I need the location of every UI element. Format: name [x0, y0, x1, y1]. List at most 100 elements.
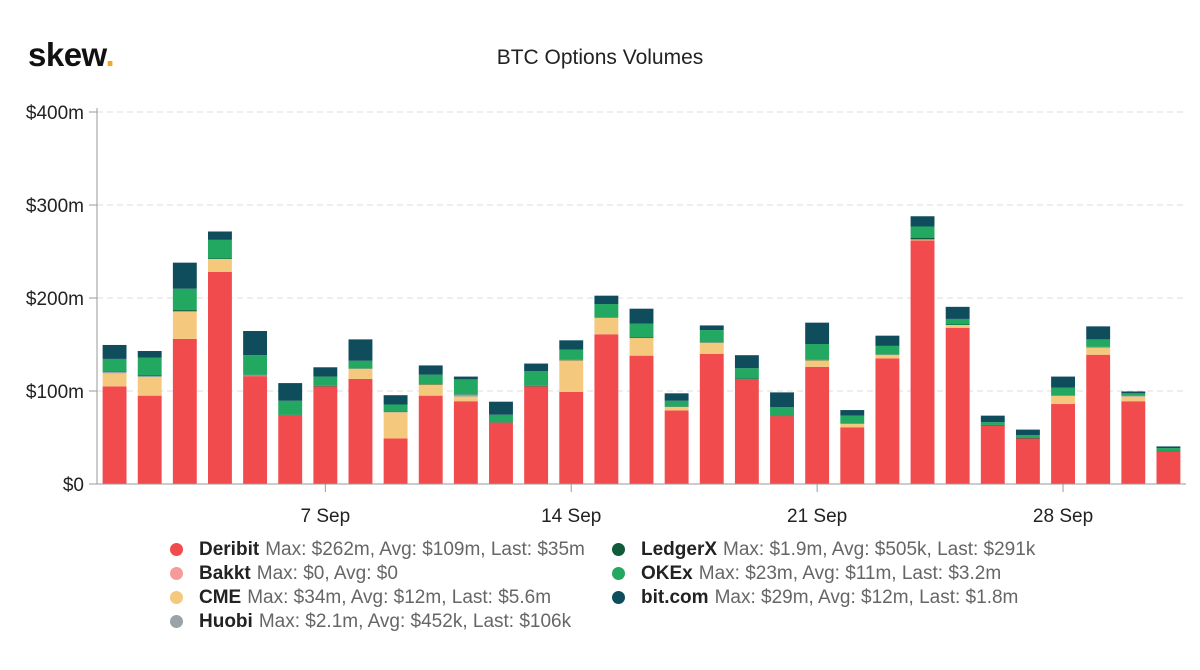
bar-segment-cme: [945, 324, 970, 328]
bar-segment-deribit: [1156, 451, 1181, 484]
bar-segment-ledgerx: [805, 359, 830, 361]
bar-segment-bit-com: [524, 363, 549, 372]
bar-segment-okex: [418, 374, 443, 385]
bar-segment-okex: [559, 349, 584, 360]
legend-series-stats: Max: $1.9m, Avg: $505k, Last: $291k: [723, 539, 1036, 560]
bar-segment-ledgerx: [489, 422, 513, 423]
legend-series-name: Deribit: [199, 539, 260, 560]
bar-segment-cme: [102, 373, 127, 387]
bar-segment-huobi: [137, 376, 162, 378]
y-tick-label: $200m: [26, 289, 84, 310]
bar-segment-deribit: [1121, 401, 1146, 484]
y-tick-label: $0: [63, 475, 84, 496]
legend-series-name: CME: [199, 587, 242, 608]
bar-segment-bit-com: [910, 216, 935, 227]
bar-segment-bit-com: [1121, 391, 1146, 394]
bar-segment-ledgerx: [524, 385, 549, 387]
legend-item-okex[interactable]: OKEx Max: $23m, Avg: $11m, Last: $3.2m: [612, 562, 1035, 586]
bar-segment-cme: [699, 342, 724, 354]
chart-plot: $0 $100m $200m $300m $400m 7 Sep 14 Sep 21 Sep 2…: [26, 103, 1186, 527]
bar-segment-bit-com: [1156, 446, 1181, 449]
bar-segment-ledgerx: [418, 384, 443, 385]
bar-segment-cme: [875, 354, 900, 359]
legend-dot-icon: [170, 591, 183, 604]
bar-segment-huobi: [243, 375, 268, 377]
logo-dot: .: [105, 36, 115, 73]
legend-series-stats: Max: $29m, Avg: $12m, Last: $1.8m: [714, 587, 1019, 608]
y-tick-label: $100m: [26, 382, 84, 403]
legend-item-cme[interactable]: CME Max: $34m, Avg: $12m, Last: $5.6m: [170, 586, 585, 610]
legend-item-ledgerx[interactable]: LedgerX Max: $1.9m, Avg: $505k, Last: $29…: [612, 538, 1035, 562]
bar-segment-bit-com: [734, 355, 759, 369]
bar-segment-cme: [348, 368, 373, 379]
bar-segment-bit-com: [875, 335, 900, 346]
y-tick-label: $400m: [26, 103, 84, 124]
bar-segment-huobi: [102, 371, 127, 374]
bar-segment-huobi: [172, 311, 197, 312]
bar-segment-ledgerx: [980, 424, 1005, 426]
bar-segment-okex: [945, 318, 970, 325]
bar-segment-okex: [1051, 387, 1075, 396]
bar-segment-okex: [489, 414, 513, 423]
bar-segment-bit-com: [1015, 429, 1040, 436]
bar-segment-ledgerx: [313, 385, 338, 387]
legend-series-name: Huobi: [199, 611, 253, 632]
bar-segment-deribit: [980, 425, 1005, 484]
bar-segment-deribit: [453, 401, 478, 484]
bar-segment-ledgerx: [840, 423, 865, 424]
skew-logo: skew.: [28, 36, 115, 74]
bar-segment-ledgerx: [910, 237, 935, 240]
bar-segment-bit-com: [594, 295, 619, 305]
bar-segment-cme: [629, 337, 654, 356]
legend-item-deribit[interactable]: Deribit Max: $262m, Avg: $109m, Last: $35…: [170, 538, 585, 562]
legend-series-stats: Max: $2.1m, Avg: $452k, Last: $106k: [258, 611, 572, 632]
bar-segment-okex: [910, 226, 935, 238]
bar-segment-okex: [453, 379, 478, 395]
legend-item-huobi[interactable]: Huobi Max: $2.1m, Avg: $452k, Last: $106k: [170, 610, 585, 634]
legend-item-bakkt[interactable]: Bakkt Max: $0, Avg: $0: [170, 562, 585, 586]
bar-segment-deribit: [172, 338, 197, 484]
bar-segment-deribit: [664, 410, 689, 484]
legend-dot-icon: [612, 543, 625, 556]
bar-segment-okex: [840, 415, 865, 424]
bar-segment-okex: [805, 344, 830, 360]
bar-segment-cme: [137, 377, 162, 396]
bar-segment-ledgerx: [1156, 451, 1181, 452]
logo-text: skew: [28, 36, 106, 73]
bar-segment-bit-com: [629, 308, 654, 324]
bar-segment-deribit: [699, 353, 724, 484]
bar-segment-okex: [348, 360, 373, 369]
bar-segment-deribit: [910, 240, 935, 484]
bar-segment-ledgerx: [875, 354, 900, 355]
bar-segment-ledgerx: [664, 406, 689, 407]
bar-segment-cme: [453, 396, 478, 402]
bar-segment-bit-com: [840, 410, 865, 416]
bar-segment-ledgerx: [348, 368, 373, 369]
bar-segment-okex: [243, 355, 268, 375]
bar-segment-huobi: [1121, 395, 1146, 397]
bar-segment-deribit: [102, 386, 127, 484]
bar-segment-okex: [208, 239, 232, 259]
bar-segment-deribit: [313, 386, 338, 484]
bar-segment-cme: [805, 360, 830, 367]
bar-segment-deribit: [383, 438, 408, 484]
bar-segment-cme: [910, 239, 935, 241]
bar-segment-deribit: [875, 358, 900, 484]
bar-segment-bit-com: [1051, 376, 1075, 388]
bar-segment-ledgerx: [1121, 395, 1146, 396]
bar-segment-deribit: [734, 378, 759, 484]
bar-segment-deribit: [1086, 354, 1111, 484]
bar-segment-okex: [172, 288, 197, 311]
bar-segment-deribit: [559, 391, 584, 484]
bar-segment-bit-com: [805, 322, 830, 345]
bar-segment-cme: [1086, 347, 1111, 355]
legend-item-bit-com[interactable]: bit.com Max: $29m, Avg: $12m, Last: $1.8m: [612, 586, 1035, 610]
bar-segment-bit-com: [137, 351, 162, 358]
bar-segment-bit-com: [348, 339, 373, 361]
bar-segment-bit-com: [699, 325, 724, 331]
x-tick-label: 14 Sep: [541, 506, 601, 527]
bar-segment-deribit: [348, 378, 373, 484]
legend-series-stats: Max: $262m, Avg: $109m, Last: $35m: [265, 539, 585, 560]
legend-column: Deribit Max: $262m, Avg: $109m, Last: $35…: [170, 538, 585, 634]
legend-dot-icon: [612, 567, 625, 580]
